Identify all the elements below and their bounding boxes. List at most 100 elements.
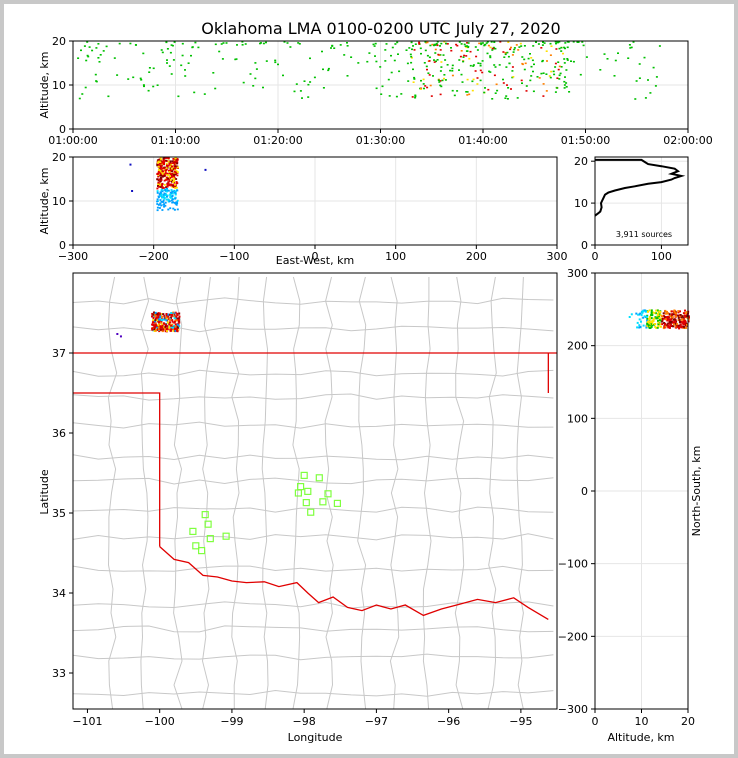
ns-altitude-source [687, 320, 690, 323]
time-height-source [222, 42, 225, 44]
time-height-source [523, 58, 526, 61]
time-height-source [492, 46, 495, 49]
time-height-source [566, 58, 569, 60]
plan-view-source [174, 327, 177, 330]
time-height-source [652, 66, 655, 69]
time-height-source [350, 56, 353, 58]
ns-altitude-source [684, 312, 687, 315]
time-height-source [557, 68, 560, 71]
ew-altitude-source [174, 168, 177, 171]
time-height-source [346, 42, 348, 44]
time-height-source [424, 85, 427, 87]
ew-altitude-source [174, 193, 177, 196]
ns-altitude-source [670, 313, 673, 316]
plan-view-source [171, 323, 174, 326]
time-height-source [374, 42, 377, 45]
time-height-source [494, 66, 497, 68]
time-height-source [506, 84, 508, 86]
plan-view-source [152, 317, 155, 319]
ns-altitude-source [658, 310, 661, 313]
plan-view-source [174, 323, 177, 326]
plan-view-source [161, 323, 164, 326]
time-height-source [440, 61, 443, 63]
ew-altitude-source [166, 157, 169, 159]
ew-altitude-source [175, 160, 178, 162]
time-height-source [502, 78, 504, 81]
ns-altitude-source [661, 323, 664, 326]
time-height-source [535, 41, 537, 43]
ns-altitude-source [628, 316, 631, 318]
time-height-source [262, 42, 265, 45]
time-height-source [446, 43, 449, 45]
time-height-source [638, 77, 641, 79]
time-height-source [381, 85, 384, 88]
ew-altitude-x-ticks: −300 −200 −100 0 100 200 300 [58, 245, 568, 263]
time-height-source [479, 62, 482, 65]
altitude-tick-label: 10 [52, 195, 66, 208]
ew-altitude-source [170, 183, 173, 186]
ns-altitude-source [638, 313, 641, 316]
time-height-source [438, 81, 441, 83]
time-height-source [116, 74, 119, 76]
ns-altitude-source [686, 323, 688, 326]
ns-altitude-source [654, 316, 657, 319]
time-height-source [414, 96, 417, 99]
time-height-source [658, 45, 661, 47]
time-height-source [440, 66, 443, 68]
time-height-source [451, 67, 454, 70]
time-height-source [105, 45, 108, 48]
time-height-source [563, 80, 566, 83]
plan-view-source [163, 318, 166, 321]
time-height-source [203, 93, 206, 95]
time-height-source [506, 98, 509, 100]
time-height-source [254, 77, 257, 80]
ew-altitude-source [166, 185, 169, 188]
time-height-source [413, 49, 416, 51]
time-height-source [286, 42, 289, 44]
plan-view-source [173, 321, 176, 324]
time-height-source [330, 47, 332, 49]
ew-altitude-source [170, 167, 173, 170]
time-height-source [487, 44, 490, 47]
longitude-tick-label: −100 [145, 715, 175, 728]
time-height-source [410, 57, 413, 59]
time-height-source [434, 52, 437, 54]
lma-station-marker [302, 499, 310, 507]
ew-altitude-source [167, 189, 170, 192]
time-height-source [431, 43, 434, 46]
time-height-source [511, 54, 514, 56]
plan-view-source [172, 329, 175, 332]
ew-altitude-source [175, 178, 178, 180]
time-height-source [530, 57, 533, 59]
county-line [72, 625, 554, 633]
ew-altitude-source [163, 173, 166, 176]
time-height-source [414, 95, 417, 98]
ns-altitude-source [652, 320, 655, 322]
ew-altitude-source [160, 172, 163, 175]
time-height-source [481, 42, 484, 44]
ns-altitude-source [677, 310, 680, 313]
ew-tick-label: 0 [312, 250, 319, 263]
time-height-source [558, 78, 561, 80]
county-line [72, 325, 554, 333]
plan-view-source [164, 323, 167, 326]
time-height-source [456, 90, 459, 92]
plan-view-source [174, 311, 177, 314]
ew-altitude-source [162, 159, 165, 162]
time-height-source [451, 89, 454, 92]
altitude-tick-label: 20 [52, 35, 66, 48]
ew-altitude-source [156, 198, 159, 201]
lma-station-marker [198, 546, 206, 555]
time-height-source [444, 59, 447, 61]
time-height-source [532, 45, 535, 47]
ns-altitude-source [678, 324, 681, 327]
time-height-ylabel: Altitude, km [38, 51, 51, 118]
plan-view-source [163, 328, 166, 330]
time-height-source [562, 52, 564, 55]
ns-altitude-source [683, 320, 686, 323]
ew-altitude-source [156, 203, 159, 205]
time-height-source [505, 66, 508, 68]
ns-altitude-source [651, 324, 654, 327]
lma-station-marker [333, 499, 341, 507]
ns-altitude-source [686, 310, 689, 313]
